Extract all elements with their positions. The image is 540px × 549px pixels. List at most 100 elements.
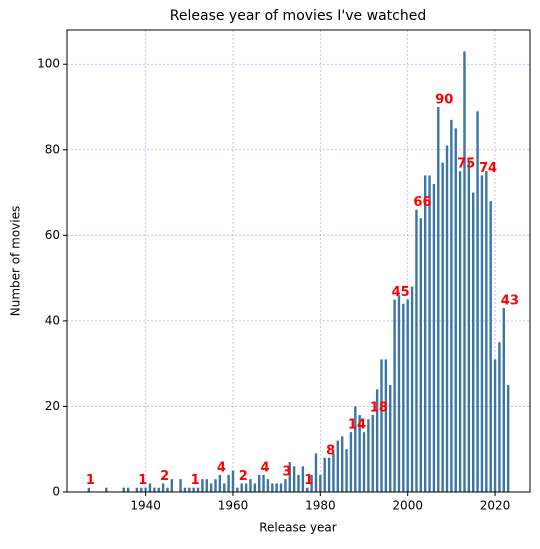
bar — [332, 453, 335, 492]
bar-annotation: 1 — [138, 473, 147, 488]
bar — [140, 487, 143, 492]
bar — [126, 487, 130, 492]
bar — [432, 184, 436, 492]
bar — [306, 487, 309, 492]
bar — [454, 128, 457, 492]
bar — [410, 286, 414, 492]
bar — [314, 453, 318, 492]
bar — [393, 299, 396, 492]
bar — [406, 299, 409, 492]
bar — [157, 487, 160, 492]
bar — [450, 119, 453, 492]
bar — [498, 342, 501, 492]
bar — [441, 162, 444, 492]
y-tick-label: 20 — [45, 399, 60, 413]
bar — [87, 487, 91, 492]
bar — [223, 483, 226, 492]
bar — [201, 479, 204, 492]
bar — [253, 483, 257, 492]
bar — [323, 457, 326, 492]
bar — [166, 487, 169, 492]
bar-annotation: 43 — [501, 294, 519, 309]
bar — [493, 359, 497, 492]
y-tick-label: 60 — [45, 228, 60, 242]
bar — [467, 162, 471, 492]
bar — [205, 479, 208, 492]
bar-annotation: 4 — [261, 460, 270, 475]
bar — [262, 474, 265, 492]
y-axis-label: Number of movies — [9, 206, 23, 317]
bar-annotation: 74 — [479, 161, 497, 176]
bar — [135, 487, 139, 492]
bar — [266, 479, 270, 492]
bar-annotation: 45 — [392, 285, 410, 300]
y-tick-label: 100 — [37, 57, 60, 71]
bar-annotation: 1 — [191, 473, 200, 488]
bar — [380, 359, 383, 492]
bar-annotation: 1 — [304, 473, 313, 488]
bar — [476, 111, 479, 493]
chart-title: Release year of movies I've watched — [170, 8, 426, 24]
bar — [340, 436, 344, 492]
bar — [240, 483, 243, 492]
bar — [292, 466, 296, 492]
y-tick-label: 80 — [45, 142, 60, 156]
bar-annotation: 4 — [217, 460, 226, 475]
bar — [502, 308, 505, 492]
bar-annotation: 14 — [348, 418, 366, 433]
x-tick-label: 1940 — [130, 499, 161, 513]
bar — [384, 359, 388, 492]
bar — [445, 145, 449, 492]
x-tick-label: 2000 — [392, 499, 423, 513]
bar — [389, 385, 392, 492]
bar — [375, 389, 379, 492]
bar — [428, 175, 431, 492]
bar — [415, 209, 418, 492]
bar — [327, 457, 331, 492]
bar — [231, 470, 235, 492]
bar — [402, 303, 405, 492]
bar-annotation: 8 — [326, 443, 335, 458]
bar — [485, 171, 488, 492]
bar — [297, 474, 300, 492]
bar — [179, 479, 182, 492]
x-axis-label: Release year — [259, 521, 337, 535]
bar — [122, 487, 125, 492]
bar — [362, 432, 366, 492]
bar — [214, 479, 217, 492]
bar — [218, 474, 222, 492]
bar-annotation: 66 — [413, 195, 431, 210]
x-tick-label: 1960 — [218, 499, 249, 513]
bar — [371, 415, 374, 492]
bar — [419, 218, 423, 492]
y-tick-label: 0 — [52, 485, 60, 499]
bar — [437, 107, 440, 492]
bar — [349, 432, 353, 492]
bar — [480, 175, 484, 492]
bar — [183, 487, 187, 492]
bar — [397, 295, 401, 492]
bar-annotation: 1 — [86, 473, 95, 488]
bar — [153, 487, 156, 492]
bar — [236, 487, 239, 492]
bar — [275, 483, 278, 492]
plot-frame — [66, 29, 531, 493]
bar — [472, 192, 475, 493]
bar — [288, 462, 291, 492]
bar — [196, 487, 200, 492]
bar — [458, 171, 462, 492]
bar — [144, 487, 147, 492]
bar — [336, 440, 340, 492]
bar — [354, 406, 357, 492]
bar — [244, 483, 248, 492]
bar — [249, 479, 252, 492]
x-tick-label: 2020 — [480, 499, 511, 513]
bar — [271, 483, 274, 492]
y-tick-label: 40 — [45, 313, 60, 327]
bar — [192, 487, 195, 492]
bar — [310, 474, 313, 492]
bar — [301, 466, 305, 492]
bar — [345, 449, 348, 492]
bar-annotation: 90 — [435, 93, 453, 108]
